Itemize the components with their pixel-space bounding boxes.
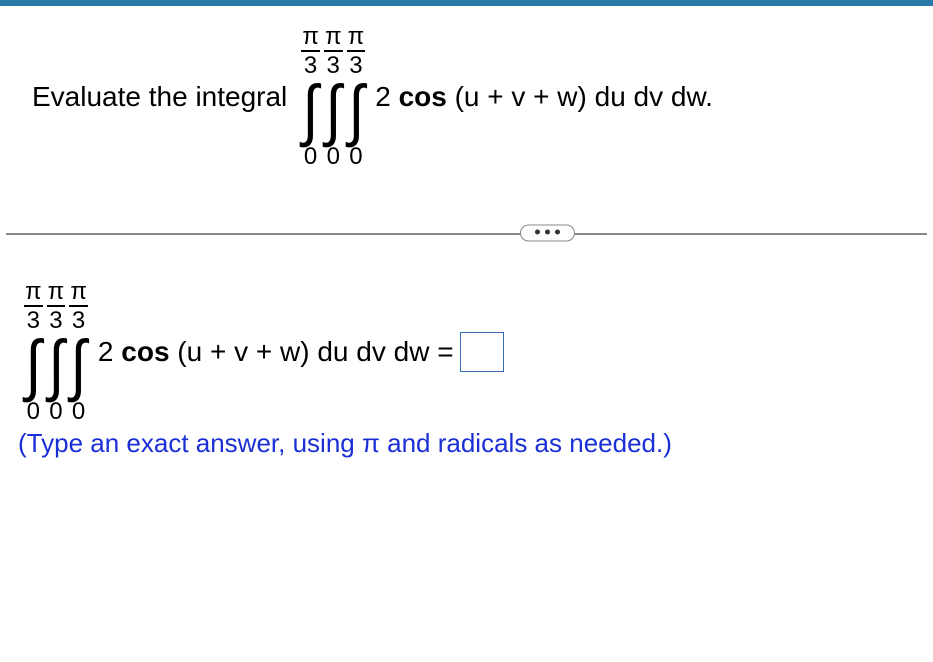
ellipsis-dot	[555, 230, 560, 235]
answer-row: π 3 ∫ 0 π 3 ∫ 0	[18, 279, 915, 424]
ans-lower-limit-3: 0	[72, 400, 85, 424]
ans-integrand-rest: (u + v + w) du dv dw =	[170, 336, 454, 367]
ans-integrand-cos: cos	[121, 336, 169, 367]
question-lead-text: Evaluate the integral	[32, 81, 287, 113]
ans-upper-num-1: π	[24, 279, 43, 304]
ans-integral-col-3: π 3 ∫ 0	[69, 279, 88, 424]
ans-lower-limit-1: 0	[27, 400, 40, 424]
ellipsis-dot	[545, 230, 550, 235]
ans-integral-col-1: π 3 ∫ 0	[24, 279, 43, 424]
ans-lower-limit-2: 0	[49, 400, 62, 424]
integral-symbol: ∫	[48, 335, 64, 396]
triple-integral-answer: π 3 ∫ 0 π 3 ∫ 0	[24, 279, 88, 424]
triple-integral-question: π 3 ∫ 0 π 3 ∫ 0 π	[301, 24, 365, 169]
integral-col-1: π 3 ∫ 0	[301, 24, 320, 169]
integrand-cos: cos	[399, 81, 447, 112]
integral-symbol: ∫	[325, 80, 341, 141]
answer-section: π 3 ∫ 0 π 3 ∫ 0	[0, 265, 933, 459]
lower-limit-3: 0	[349, 145, 362, 169]
integral-symbol: ∫	[303, 80, 319, 141]
integral-col-2: π 3 ∫ 0	[324, 24, 343, 169]
lower-limit-1: 0	[304, 145, 317, 169]
integral-col-3: π 3 ∫ 0	[347, 24, 366, 169]
upper-num-2: π	[324, 24, 343, 49]
ans-integrand-prefix: 2	[98, 336, 121, 367]
ans-upper-num-2: π	[47, 279, 66, 304]
ans-upper-limit-3: π 3	[69, 279, 88, 333]
lower-limit-2: 0	[327, 145, 340, 169]
integral-symbol: ∫	[348, 80, 364, 141]
ellipsis-dot	[535, 230, 540, 235]
ans-integral-col-2: π 3 ∫ 0	[47, 279, 66, 424]
integrand-rest: (u + v + w) du dv dw.	[447, 81, 713, 112]
section-divider	[0, 213, 933, 253]
ans-upper-limit-1: π 3	[24, 279, 43, 333]
upper-num-1: π	[301, 24, 320, 49]
integrand-prefix: 2	[375, 81, 398, 112]
integral-symbol: ∫	[25, 335, 41, 396]
ans-upper-limit-2: π 3	[47, 279, 66, 333]
upper-limit-3: π 3	[347, 24, 366, 78]
question-integrand: 2 cos (u + v + w) du dv dw.	[375, 81, 713, 113]
more-options-button[interactable]	[520, 225, 575, 242]
upper-limit-2: π 3	[324, 24, 343, 78]
divider-line	[6, 233, 927, 235]
integral-symbol: ∫	[71, 335, 87, 396]
answer-hint-text: (Type an exact answer, using π and radic…	[18, 428, 915, 459]
upper-limit-1: π 3	[301, 24, 320, 78]
answer-integrand: 2 cos (u + v + w) du dv dw =	[98, 336, 454, 368]
ans-upper-num-3: π	[69, 279, 88, 304]
question-row: Evaluate the integral π 3 ∫ 0 π 3 ∫	[0, 6, 933, 193]
content-area: Evaluate the integral π 3 ∫ 0 π 3 ∫	[0, 6, 933, 459]
answer-input-box[interactable]	[460, 332, 504, 372]
upper-num-3: π	[347, 24, 366, 49]
